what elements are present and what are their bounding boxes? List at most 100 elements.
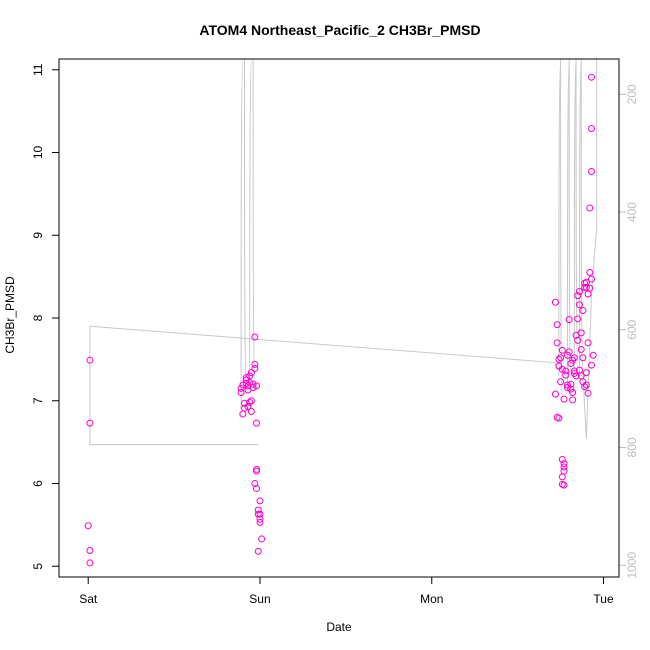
- data-point-83: [575, 288, 583, 296]
- data-point-60: [560, 481, 568, 489]
- right-tick-label-0: 200: [625, 84, 639, 104]
- data-point-102: [586, 268, 594, 276]
- data-point-30: [251, 479, 259, 487]
- data-point-44: [553, 321, 561, 329]
- data-point-97: [582, 369, 590, 377]
- data-point-47: [555, 355, 563, 363]
- track-line: [89, 59, 598, 439]
- x-tick-label-0: Sat: [79, 592, 98, 606]
- data-point-99: [584, 389, 592, 397]
- data-point-90: [579, 354, 587, 362]
- track-spike-5: [560, 58, 564, 402]
- data-point-3: [86, 547, 94, 555]
- y-tick-label-0: 5: [31, 563, 45, 570]
- data-point-28: [253, 382, 261, 390]
- data-point-49: [557, 354, 565, 362]
- data-point-55: [560, 460, 568, 468]
- data-point-18: [246, 379, 254, 387]
- data-point-70: [567, 360, 575, 368]
- data-point-9: [241, 404, 249, 412]
- y-tick-label-6: 11: [31, 63, 45, 76]
- data-point-56: [560, 463, 568, 471]
- track-spike-1: [244, 58, 248, 393]
- data-point-42: [551, 298, 559, 306]
- data-point-50: [558, 346, 566, 354]
- data-point-34: [254, 506, 262, 514]
- data-point-40: [254, 547, 262, 555]
- data-point-32: [253, 467, 261, 475]
- data-point-62: [562, 367, 570, 375]
- data-point-104: [586, 204, 594, 212]
- data-point-80: [574, 336, 582, 344]
- data-point-64: [563, 381, 571, 389]
- data-point-29: [253, 419, 261, 427]
- data-point-24: [249, 380, 257, 388]
- data-point-51: [558, 365, 566, 373]
- data-point-14: [244, 403, 252, 411]
- data-point-105: [588, 168, 596, 176]
- data-point-38: [256, 518, 264, 526]
- data-point-75: [570, 367, 578, 375]
- y-tick-label-2: 7: [31, 397, 45, 404]
- data-point-1: [86, 419, 94, 427]
- data-point-66: [563, 351, 571, 359]
- data-point-2: [84, 522, 92, 530]
- data-point-89: [579, 307, 587, 315]
- data-point-79: [572, 372, 580, 380]
- data-point-25: [251, 360, 259, 368]
- data-point-43: [551, 390, 559, 398]
- right-tick-label-3: 800: [625, 437, 639, 457]
- right-axis: 200 400 600 800 1000: [619, 84, 639, 579]
- y-axis-label: CH3Br_PMSD: [3, 276, 17, 354]
- data-point-71: [567, 380, 575, 388]
- data-point-33: [253, 484, 261, 492]
- track-spike-7: [568, 58, 572, 385]
- chart-title: ATOM4 Northeast_Pacific_2 CH3Br_PMSD: [199, 22, 480, 38]
- data-point-53: [555, 414, 563, 422]
- plot-frame: [58, 58, 620, 578]
- data-point-7: [239, 381, 247, 389]
- track-spike-3: [252, 58, 256, 385]
- data-point-45: [553, 339, 561, 347]
- y-axis: 5 6 7 8 9 10 11: [31, 63, 59, 570]
- data-point-39: [258, 535, 266, 543]
- track-spike-9: [575, 58, 579, 369]
- data-point-100: [584, 339, 592, 347]
- data-point-109: [589, 351, 597, 359]
- data-point-58: [558, 473, 566, 481]
- data-point-37: [256, 515, 264, 523]
- data-point-81: [574, 292, 582, 300]
- data-point-23: [249, 384, 257, 392]
- data-point-26: [251, 333, 259, 341]
- data-point-103: [586, 284, 594, 292]
- data-point-110: [588, 361, 596, 369]
- data-point-19: [246, 398, 254, 406]
- flight-track: [89, 58, 598, 446]
- data-point-84: [575, 301, 583, 309]
- data-point-98: [582, 381, 590, 389]
- data-point-68: [565, 348, 573, 356]
- data-point-20: [247, 408, 255, 416]
- data-point-95: [582, 278, 590, 286]
- data-point-107: [588, 73, 596, 81]
- y-tick-label-1: 6: [31, 480, 45, 487]
- data-point-57: [560, 467, 568, 475]
- y-tick-label-4: 9: [31, 232, 45, 239]
- data-point-54: [558, 455, 566, 463]
- data-point-87: [577, 345, 585, 353]
- x-axis: Sat Sun Mon Tue: [79, 576, 614, 606]
- data-point-21: [247, 397, 255, 405]
- right-tick-label-4: 1000: [625, 552, 639, 579]
- data-point-5: [237, 388, 245, 396]
- data-points: [84, 73, 597, 567]
- data-point-22: [247, 369, 255, 377]
- data-point-106: [588, 125, 596, 133]
- data-point-48: [557, 378, 565, 386]
- data-point-8: [239, 410, 247, 418]
- data-point-17: [246, 372, 254, 380]
- track-segment: [89, 326, 259, 446]
- track-spike-0: [240, 58, 244, 410]
- data-point-4: [86, 559, 94, 567]
- track-spike-11: [580, 58, 584, 377]
